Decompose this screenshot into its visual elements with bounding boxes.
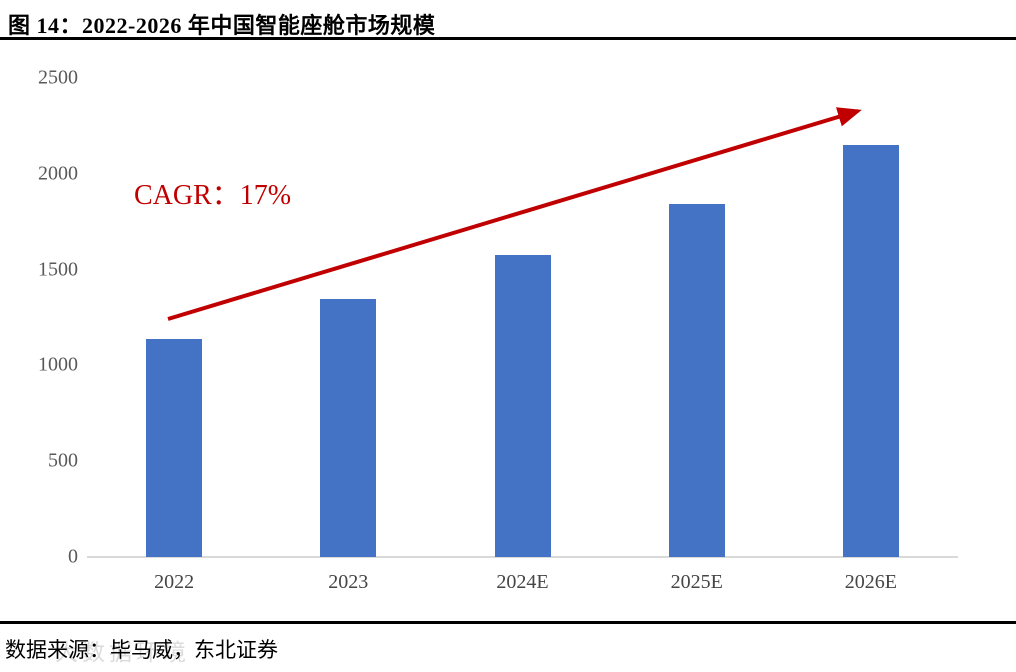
title-divider-line — [0, 37, 1016, 40]
bar-2025E — [668, 204, 725, 557]
y-tick-label: 2500 — [38, 66, 78, 89]
watermark: 大数据环境 — [55, 640, 190, 665]
x-tick-label: 2026E — [844, 571, 897, 593]
bar-2026E — [842, 145, 899, 557]
source-divider-line — [0, 621, 1016, 624]
bar-2023 — [320, 299, 377, 557]
data-source-note: 数据来源：毕马威，东北证券 — [5, 638, 278, 662]
x-tick-label: 2022 — [154, 571, 195, 593]
cagr-annotation: CAGR：17% — [134, 180, 292, 211]
y-tick-label: 500 — [48, 449, 78, 472]
x-tick-label: 2023 — [328, 571, 369, 593]
y-tick-label: 2000 — [38, 162, 78, 185]
y-tick-label: 0 — [68, 545, 78, 568]
y-tick-label: 1000 — [38, 353, 78, 376]
x-tick-label: 2024E — [496, 571, 549, 593]
bar-2024E — [494, 255, 551, 557]
y-tick-label: 1500 — [38, 258, 78, 281]
x-tick-label: 2025E — [670, 571, 723, 593]
figure-title: 图 14：2022-2026 年中国智能座舱市场规模 — [8, 13, 436, 38]
bar-2022 — [146, 339, 203, 557]
x-axis-line — [87, 556, 958, 558]
